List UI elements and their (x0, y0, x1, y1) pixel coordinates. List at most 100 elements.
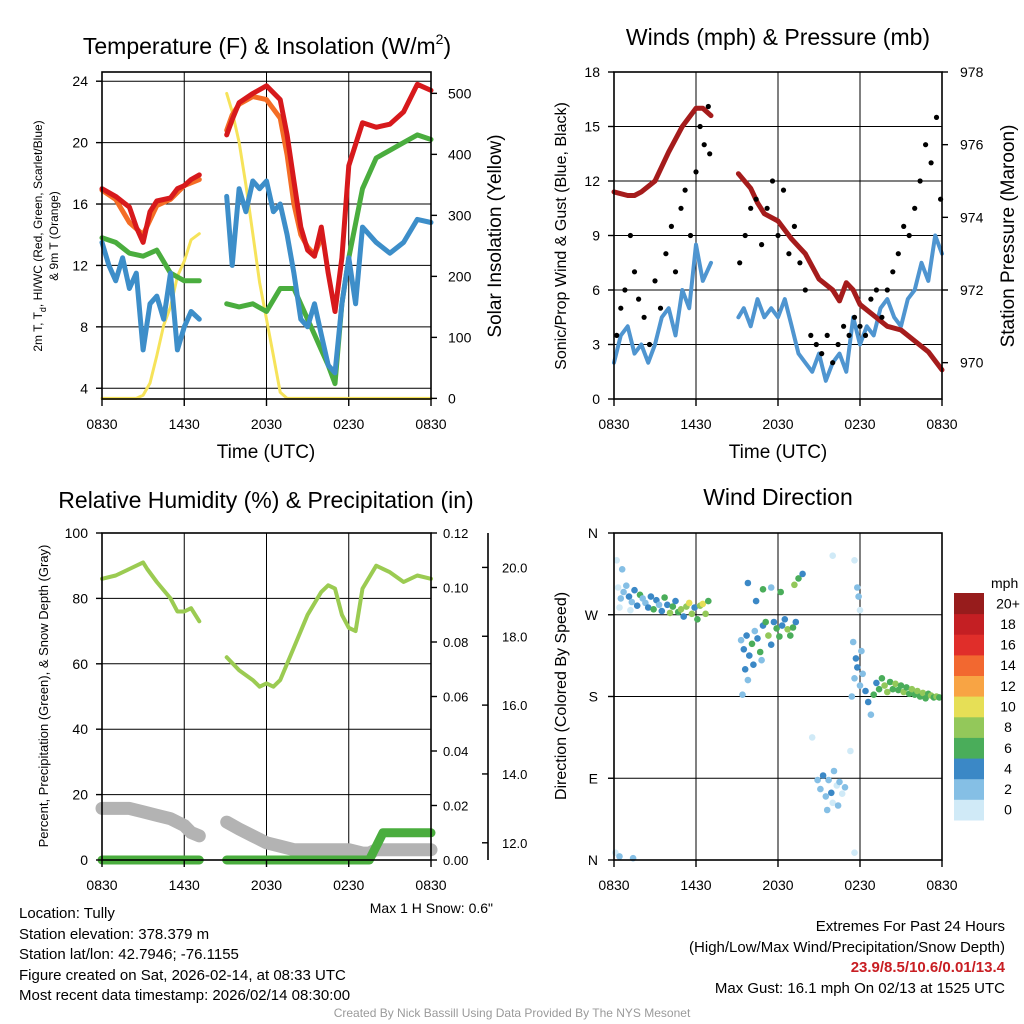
direction-point (616, 853, 623, 860)
wind-ticks: 0 3 6 9 12 15 18 970 972 974 976 978 0830 1430 2030 023… (584, 64, 983, 432)
gust-point (759, 242, 765, 248)
direction-point (614, 584, 622, 591)
y3-tick-label: 18.0 (502, 629, 527, 644)
series-2m-t (99, 81, 434, 314)
colorbar-swatch (954, 593, 984, 615)
extremes-values: 23.9/8.5/10.6/0.01/13.4 (850, 959, 1005, 976)
colorbar-swatch (954, 675, 984, 697)
direction-point (856, 606, 864, 614)
direction-point (767, 584, 775, 591)
direction-point (631, 586, 638, 594)
direction-point (655, 601, 663, 609)
gust-point (678, 205, 684, 211)
direction-point (787, 632, 794, 639)
gust-point (748, 205, 754, 211)
y2-tick-label: 400 (448, 146, 472, 162)
direction-point (691, 604, 698, 611)
colorbar-label: 0 (1004, 802, 1012, 818)
gust-point (705, 103, 711, 110)
y2-tick-label: 0.06 (443, 690, 468, 705)
direction-point (762, 618, 769, 626)
y-tick-label: 12 (584, 173, 600, 189)
x-tick-label: 0230 (844, 416, 875, 432)
x-tick-label: 0830 (926, 877, 957, 893)
direction-point (754, 635, 761, 642)
direction-point (878, 675, 886, 682)
direction-point (851, 557, 858, 564)
y2-tick-label: 970 (960, 355, 984, 371)
gust-point (622, 287, 628, 293)
gust-point (701, 142, 707, 148)
direction-point (702, 610, 709, 618)
gust-point (912, 205, 918, 211)
direction-point (777, 588, 784, 596)
dir-ylabel: Direction (Colored By Speed) (553, 592, 570, 800)
y-tick-label: 3 (592, 337, 600, 353)
gust-point (923, 142, 929, 148)
rh-ticks: 0 20 40 60 80 100 0.00 0.02 0.04 0.06 0.08 0.10 0.12… (65, 525, 528, 893)
direction-point (855, 593, 862, 600)
colorbar-label: 8 (1004, 719, 1012, 735)
gust-point (906, 232, 912, 239)
temp-title: Temperature (F) & Insolation (W/m2) (83, 31, 451, 59)
x-tick-label: 0230 (333, 877, 364, 893)
figure-created: Figure created on Sat, 2026-02-14, at 08… (19, 966, 346, 984)
y-tick-label: 100 (65, 525, 89, 541)
direction-point (685, 599, 693, 607)
direction-point (881, 682, 888, 689)
direction-point (849, 638, 857, 646)
direction-point (819, 772, 827, 779)
y-tick-label: 15 (584, 119, 600, 135)
gust-point (851, 314, 858, 320)
y-tick-label: 40 (72, 721, 88, 737)
x-tick-label: 0830 (86, 877, 117, 893)
station-info: Location: Tully Station elevation: 378.3… (19, 904, 350, 1007)
colorbar-swatch (954, 778, 984, 800)
direction-point (628, 598, 636, 606)
gust-point (797, 260, 803, 266)
y2-tick-label: 500 (448, 85, 472, 101)
direction-point (808, 734, 816, 741)
direction-point (741, 666, 749, 673)
direction-point (903, 684, 910, 691)
colorbar-swatch (954, 613, 984, 635)
y-tick-label: W (585, 607, 599, 623)
wind-series (611, 103, 945, 383)
temp-ticks: 4 8 12 16 20 24 0 100 200 300 400 500 0830 1430 2030 02… (72, 73, 471, 432)
gust-point (802, 287, 808, 293)
y-tick-label: 6 (592, 282, 600, 298)
gust-point (835, 341, 841, 348)
direction-point (897, 682, 905, 689)
colorbar-label: 16 (1000, 637, 1016, 653)
direction-point (666, 609, 674, 617)
gust-point (697, 123, 703, 130)
extremes-box: Extremes For Past 24 Hours (High/Low/Max… (689, 917, 1005, 999)
direction-point (838, 790, 846, 797)
direction-point (919, 689, 927, 697)
wind-title: Winds (mph) & Pressure (mb) (626, 24, 930, 50)
temp-panel: Temperature (F) & Insolation (W/m2) 4 8 12… (31, 31, 506, 463)
x-tick-label: 0830 (926, 416, 957, 432)
colorbar-label: 4 (1004, 760, 1012, 776)
gust-point (895, 251, 901, 257)
gust-point (884, 287, 890, 293)
x-tick-label: 2030 (762, 877, 793, 893)
gust-point (824, 332, 830, 338)
gust-point (868, 296, 874, 302)
gust-point (846, 332, 852, 338)
direction-point (647, 593, 655, 600)
colorbar-swatch (954, 799, 984, 821)
direction-point (737, 636, 745, 644)
direction-point (623, 582, 630, 589)
temp-ylabel: 2m T, Td, HI/WC (Red, Green, Scarlet/Blu… (31, 120, 48, 351)
colorbar-label: 10 (1000, 699, 1016, 715)
direction-point (776, 633, 783, 640)
direction-point (739, 691, 746, 698)
gust-point (742, 232, 748, 239)
gust-point (780, 187, 787, 193)
direction-point (889, 685, 897, 693)
direction-point (669, 603, 677, 610)
x-tick-label: 2030 (251, 877, 282, 893)
